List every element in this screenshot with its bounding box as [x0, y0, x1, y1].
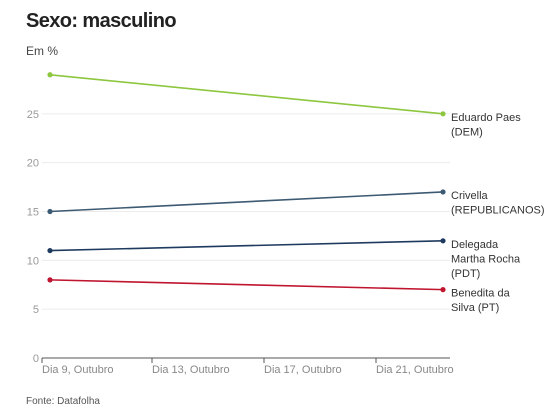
x-tick-label: Dia 17, Outubro	[264, 364, 342, 376]
data-point	[47, 277, 53, 283]
data-point	[47, 247, 53, 254]
x-axis-ticks: Dia 9, Outubro Dia 13, Outubro Dia 17, Out…	[41, 358, 454, 376]
data-point	[47, 72, 53, 78]
y-axis-ticks: 0 5 10 15 20 25	[27, 109, 39, 365]
series-labels: Eduardo Paes (DEM) Crivella (REPUBLICANOS) D…	[451, 112, 545, 314]
series-line	[49, 191, 444, 213]
series-line	[49, 279, 444, 291]
series-label: Crivella	[451, 190, 489, 202]
y-tick-label: 10	[27, 255, 39, 267]
series-label: (PDT)	[451, 268, 480, 280]
series-label: (DEM)	[451, 126, 483, 138]
series-group	[47, 72, 446, 293]
data-point	[440, 111, 446, 117]
y-tick-label: 20	[27, 158, 39, 170]
data-point	[440, 189, 446, 195]
series-line	[49, 73, 444, 115]
series-label: Eduardo Paes	[451, 112, 521, 124]
data-point	[47, 208, 53, 215]
chart-subtitle: Em %	[26, 44, 59, 58]
y-tick-label: 5	[33, 304, 39, 316]
series-label: Silva (PT)	[451, 302, 499, 314]
x-tick-label: Dia 13, Outubro	[152, 364, 230, 376]
x-tick-label: Dia 21, Outubro	[376, 364, 454, 376]
series-label: Martha Rocha	[451, 253, 521, 265]
series-label: (REPUBLICANOS)	[451, 204, 545, 216]
series-label: Delegada	[451, 239, 499, 251]
y-tick-label: 15	[27, 207, 39, 219]
gridlines	[42, 113, 450, 310]
series-line	[49, 240, 444, 252]
data-point	[440, 287, 446, 293]
y-tick-label: 0	[33, 353, 39, 365]
series-label: Benedita da	[451, 288, 511, 300]
source-note: Fonte: Datafolha	[26, 396, 100, 407]
x-tick-label: Dia 9, Outubro	[42, 364, 114, 376]
y-tick-label: 25	[27, 109, 39, 121]
chart-title: Sexo: masculino	[26, 10, 177, 32]
data-point	[440, 238, 446, 244]
